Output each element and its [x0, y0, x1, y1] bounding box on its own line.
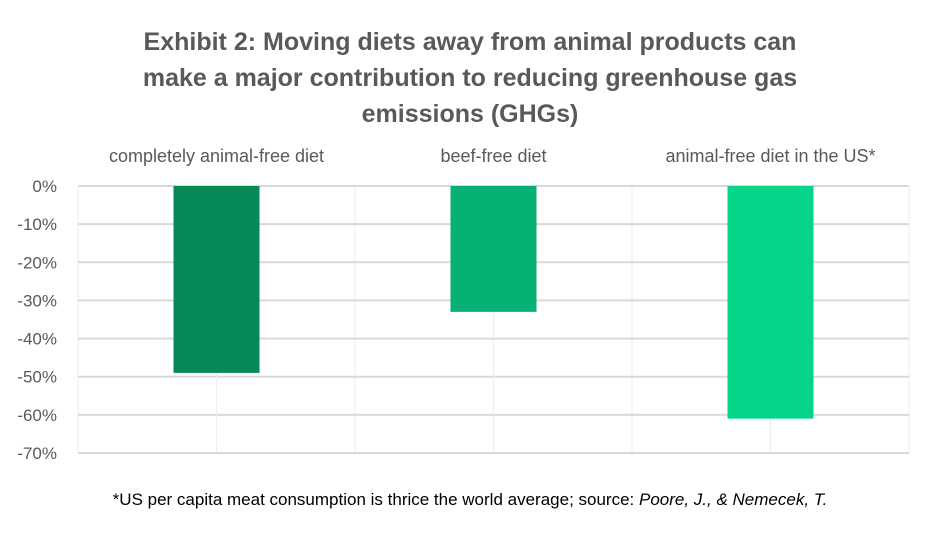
category-label: beef-free diet: [440, 146, 546, 166]
footnote-source: Poore, J., & Nemecek, T.: [639, 490, 827, 509]
bar: [450, 186, 537, 312]
chart-title-line-3: emissions (GHGs): [362, 100, 579, 128]
bar: [727, 186, 814, 419]
category-label: animal-free diet in the US*: [665, 146, 875, 166]
y-tick-label: -40%: [17, 330, 57, 349]
y-tick-label: -50%: [17, 368, 57, 387]
category-label: completely animal-free diet: [109, 146, 324, 166]
y-tick-label: -10%: [17, 215, 57, 234]
y-tick-label: -20%: [17, 253, 57, 272]
chart-title-line-1: Exhibit 2: Moving diets away from animal…: [144, 28, 797, 56]
y-tick-label: -30%: [17, 291, 57, 310]
footnote-text: *US per capita meat consumption is thric…: [113, 490, 639, 509]
y-tick-label: 0%: [32, 177, 57, 196]
chart-title-line-2: make a major contribution to reducing gr…: [143, 64, 797, 92]
y-tick-label: -70%: [17, 444, 57, 463]
footnote: *US per capita meat consumption is thric…: [113, 490, 828, 509]
bar: [173, 186, 260, 373]
y-tick-label: -60%: [17, 406, 57, 425]
